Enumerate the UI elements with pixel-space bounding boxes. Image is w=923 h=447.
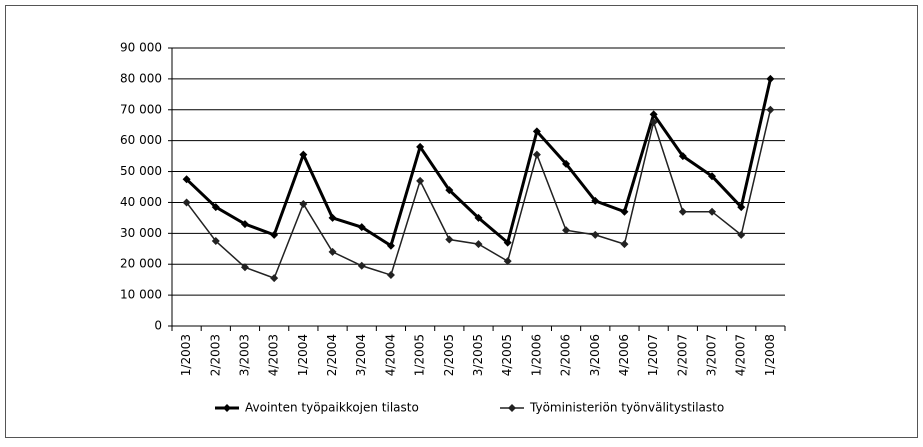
marker (386, 271, 395, 280)
marker (328, 213, 337, 222)
marker (737, 203, 746, 212)
marker (649, 118, 658, 127)
legend-label: Työministeriön työnvälitystilasto (529, 401, 724, 415)
y-tick-label: 30 000 (120, 226, 162, 240)
marker (328, 247, 337, 256)
marker (737, 230, 746, 239)
marker (532, 150, 541, 159)
marker (386, 241, 395, 250)
marker (357, 261, 366, 270)
x-tick-label: 4/2004 (383, 334, 397, 376)
marker (532, 127, 541, 136)
legend-marker (508, 404, 516, 412)
y-tick-label: 90 000 (120, 41, 162, 55)
y-tick-label: 0 (154, 319, 162, 333)
x-tick-label: 3/2005 (471, 334, 485, 376)
series-line (185, 109, 772, 280)
y-tick-label: 50 000 (120, 164, 162, 178)
x-tick-label: 2/2006 (559, 334, 573, 376)
marker (182, 198, 191, 207)
marker (678, 207, 687, 216)
marker (474, 213, 483, 222)
x-tick-label: 3/2003 (237, 334, 251, 376)
x-tick-label: 1/2006 (529, 334, 543, 376)
marker (562, 226, 571, 235)
x-tick-label: 3/2006 (588, 334, 602, 376)
marker (182, 175, 191, 184)
x-tick-label: 2/2003 (208, 334, 222, 376)
legend-label: Avointen työpaikkojen tilasto (245, 401, 419, 415)
marker (357, 223, 366, 232)
x-tick-label: 4/2003 (267, 334, 281, 376)
marker (591, 230, 600, 239)
x-tick-label: 4/2006 (617, 334, 631, 376)
y-tick-label: 60 000 (120, 133, 162, 147)
marker (649, 110, 658, 119)
x-tick-label: 4/2007 (734, 334, 748, 376)
marker (562, 159, 571, 168)
x-tick-label: 4/2005 (500, 334, 514, 376)
marker (503, 257, 512, 266)
marker (474, 240, 483, 249)
x-tick-label: 3/2004 (354, 334, 368, 376)
marker (503, 238, 512, 247)
marker (299, 199, 308, 208)
marker (766, 74, 775, 83)
x-tick-label: 1/2007 (646, 334, 660, 376)
marker (591, 196, 600, 205)
marker (416, 176, 425, 185)
marker (620, 207, 629, 216)
x-tick-label: 2/2007 (675, 334, 689, 376)
marker (708, 207, 717, 216)
y-tick-label: 40 000 (120, 195, 162, 209)
marker (240, 263, 249, 272)
marker (270, 230, 279, 239)
x-tick-label: 2/2004 (325, 334, 339, 376)
marker (211, 237, 220, 246)
marker (708, 172, 717, 181)
x-tick-label: 2/2005 (442, 334, 456, 376)
x-tick-label: 3/2007 (705, 334, 719, 376)
marker (240, 220, 249, 229)
marker (270, 274, 279, 283)
x-tick-label: 1/2008 (763, 334, 777, 376)
marker (299, 150, 308, 159)
legend-marker (223, 404, 231, 412)
y-tick-label: 20 000 (120, 257, 162, 271)
y-tick-label: 10 000 (120, 288, 162, 302)
marker (445, 186, 454, 195)
x-tick-label: 1/2004 (296, 334, 310, 376)
marker (620, 240, 629, 249)
x-tick-label: 1/2005 (413, 334, 427, 376)
marker (445, 235, 454, 244)
x-tick-label: 1/2003 (179, 334, 193, 376)
marker (766, 105, 775, 114)
marker (678, 152, 687, 161)
frame (5, 5, 918, 438)
y-tick-label: 80 000 (120, 71, 162, 85)
marker (416, 142, 425, 151)
y-tick-label: 70 000 (120, 102, 162, 116)
marker (211, 203, 220, 212)
